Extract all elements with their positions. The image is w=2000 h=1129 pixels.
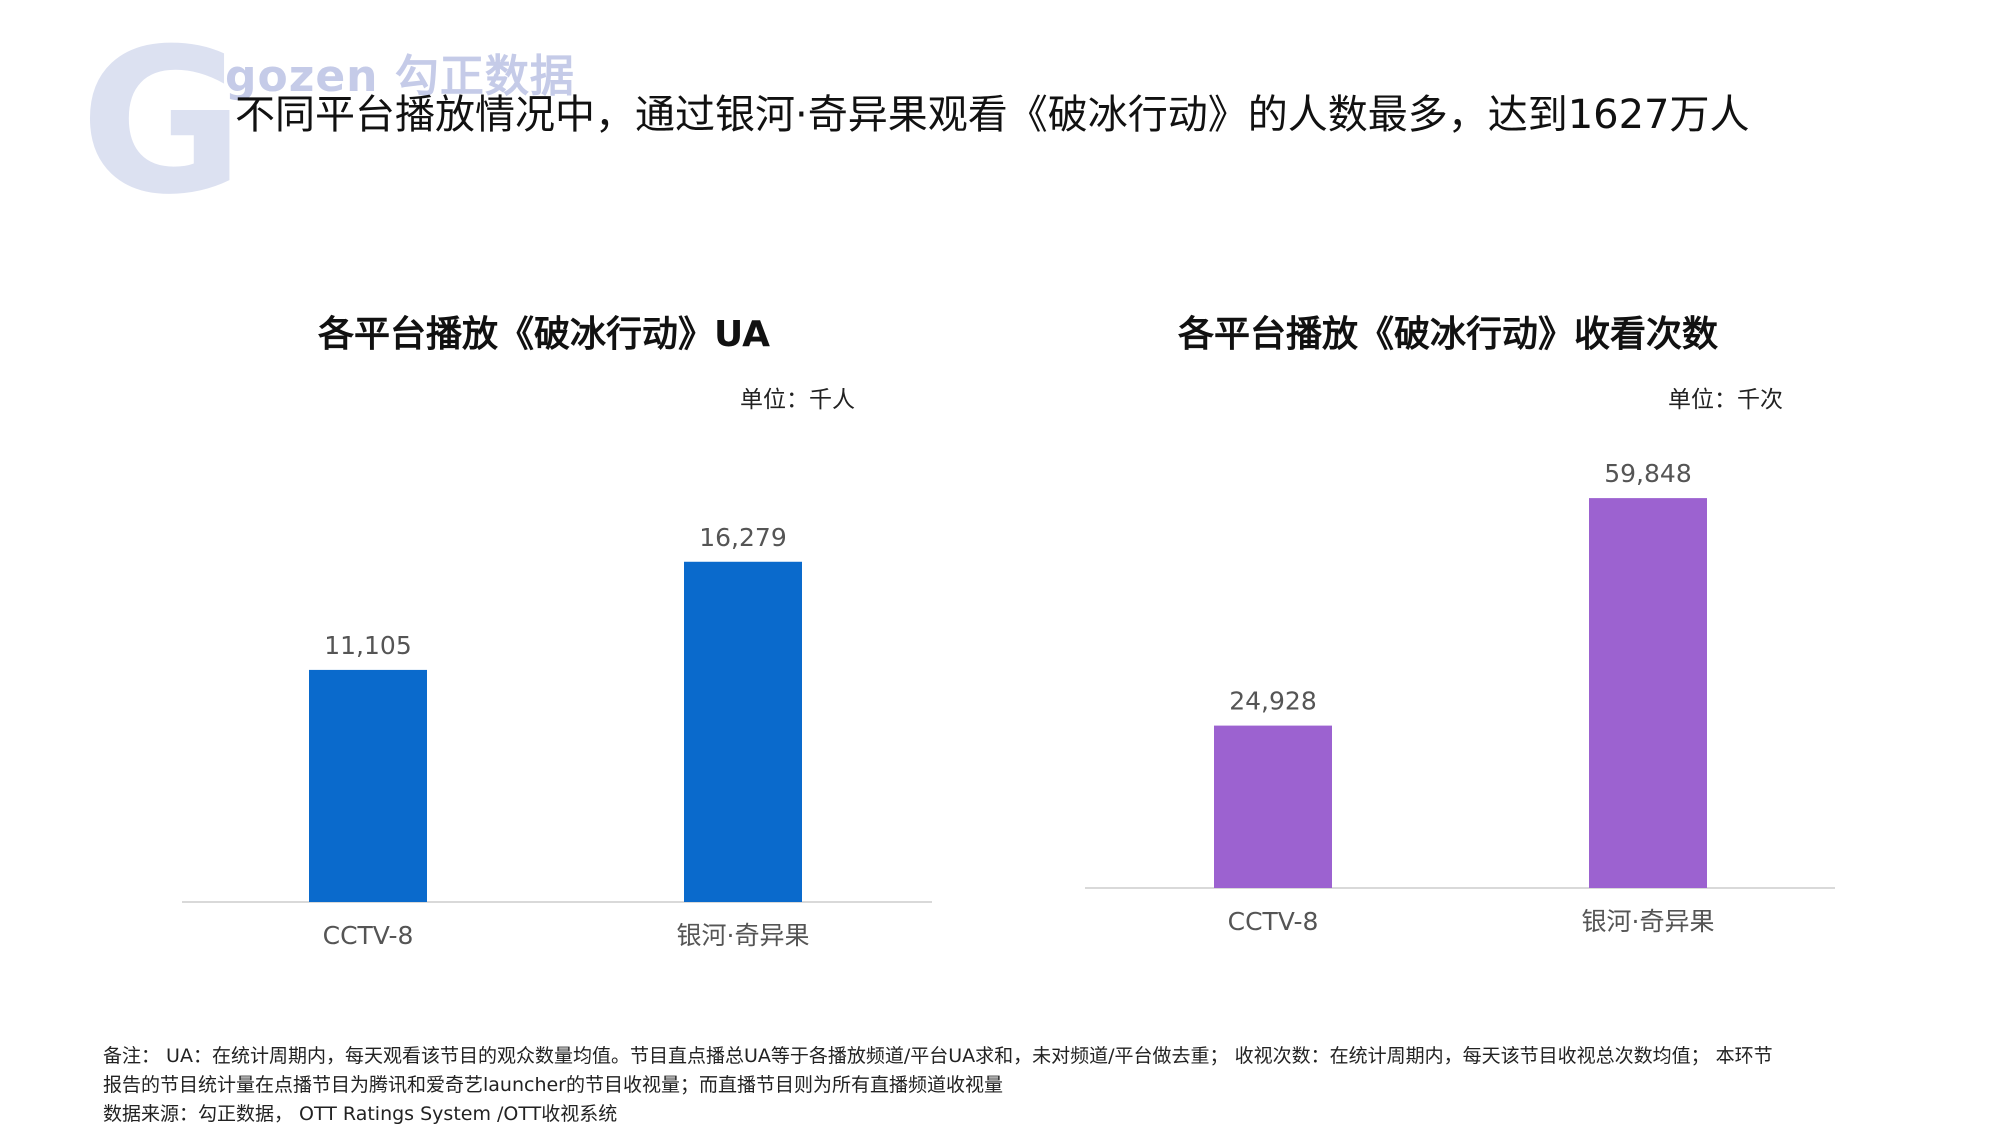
note-line-2: 报告的节目统计量在点播节目为腾讯和爱奇艺launcher的节目收视量；而直播节目… xyxy=(103,1074,1003,1096)
page-headline: 不同平台播放情况中，通过银河·奇异果观看《破冰行动》的人数最多，达到1627万人 xyxy=(235,92,1750,138)
ua-category-label: 银河·奇异果 xyxy=(677,921,810,950)
views-bar xyxy=(1214,725,1332,888)
chart-ua: 11,105 CCTV-8 16,279 银河·奇异果 xyxy=(182,523,932,950)
unit-label-ua: 单位：千人 xyxy=(740,387,855,413)
views-bar xyxy=(1589,498,1707,888)
gozen-logo: G gozen 勾正数据 xyxy=(80,6,640,239)
views-category-label: CCTV-8 xyxy=(1228,907,1319,936)
ua-bar xyxy=(309,669,427,902)
data-source: 数据来源：勾正数据， OTT Ratings System /OTT收视系统 xyxy=(103,1103,618,1125)
views-value-label: 24,928 xyxy=(1229,687,1316,716)
ua-category-label: CCTV-8 xyxy=(323,921,414,950)
ua-value-label: 11,105 xyxy=(324,631,411,660)
chart-title-ua: 各平台播放《破冰行动》UA xyxy=(318,314,770,355)
ua-value-label: 16,279 xyxy=(699,523,786,552)
ua-bar xyxy=(684,561,802,902)
unit-label-views: 单位：千次 xyxy=(1668,387,1783,413)
views-value-label: 59,848 xyxy=(1604,459,1691,488)
footnotes: 备注： UA：在统计周期内，每天观看该节目的观众数量均值。节目直点播总UA等于各… xyxy=(103,1042,1963,1129)
logo-letter: G xyxy=(80,6,245,239)
chart-title-views: 各平台播放《破冰行动》收看次数 xyxy=(1178,314,1719,355)
logo-brand: gozen 勾正数据 xyxy=(225,51,575,102)
views-category-label: 银河·奇异果 xyxy=(1582,907,1715,936)
chart-views: 24,928 CCTV-8 59,848 银河·奇异果 xyxy=(1085,459,1835,936)
note-line-1: 备注： UA：在统计周期内，每天观看该节目的观众数量均值。节目直点播总UA等于各… xyxy=(103,1045,1773,1067)
